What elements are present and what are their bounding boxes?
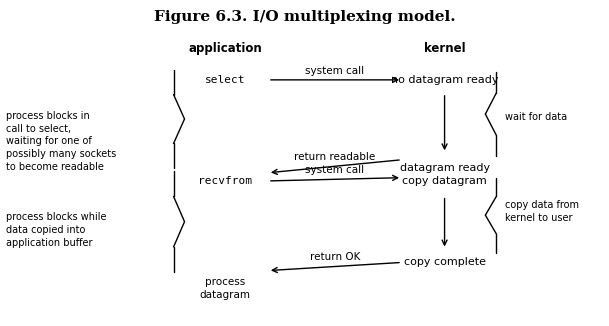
Text: return readable: return readable <box>294 152 376 162</box>
Text: kernel: kernel <box>424 42 465 55</box>
Text: Figure 6.3. I/O multiplexing model.: Figure 6.3. I/O multiplexing model. <box>153 10 456 24</box>
Text: system call: system call <box>305 66 365 76</box>
Text: process
datagram: process datagram <box>200 277 251 300</box>
Text: copy data from
kernel to user: copy data from kernel to user <box>505 200 580 223</box>
Text: system call: system call <box>305 165 365 175</box>
Text: no datagram ready: no datagram ready <box>391 75 498 85</box>
Text: process blocks while
data copied into
application buffer: process blocks while data copied into ap… <box>6 212 107 247</box>
Text: process blocks in
call to select,
waiting for one of
possibly many sockets
to be: process blocks in call to select, waitin… <box>6 111 116 172</box>
Text: copy complete: copy complete <box>404 258 485 267</box>
Text: application: application <box>188 42 262 55</box>
Text: wait for data: wait for data <box>505 112 568 122</box>
Text: recvfrom: recvfrom <box>199 176 252 186</box>
Text: datagram ready
copy datagram: datagram ready copy datagram <box>400 163 490 185</box>
Text: return OK: return OK <box>310 252 360 262</box>
Text: select: select <box>205 75 245 85</box>
